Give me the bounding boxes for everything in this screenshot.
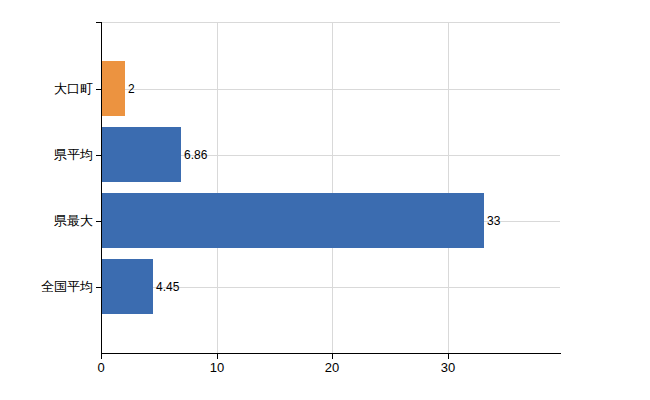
v-gridline [217,22,218,353]
category-label: 県最大 [0,212,93,230]
x-tick-label: 30 [428,360,468,376]
y-axis-top-tick [96,22,101,23]
x-axis-line [101,353,561,354]
plot-top-border [101,22,560,23]
h-gridline [102,89,560,90]
x-tick-label: 20 [312,360,352,376]
y-tick [96,155,101,156]
x-tick [217,354,218,359]
x-tick-label: 10 [197,360,237,376]
category-label: 県平均 [0,146,93,164]
v-gridline [448,22,449,353]
bar [102,259,153,314]
bar [102,61,125,116]
bar-value-label: 6.86 [184,147,207,163]
y-tick [96,287,101,288]
category-label: 大口町 [0,80,93,98]
bar-value-label: 4.45 [156,279,179,295]
category-label: 全国平均 [0,278,93,296]
y-tick [96,221,101,222]
x-tick [332,354,333,359]
x-tick [448,354,449,359]
y-tick [96,89,101,90]
bar-value-label: 33 [487,213,500,229]
bar-value-label: 2 [128,81,135,97]
x-tick-label: 0 [81,360,121,376]
bar-chart: 0 10 20 30 大口町 2 県平均 6.86 県最大 33 全国平均 4.45 [0,0,650,400]
bar [102,127,181,182]
x-tick [101,354,102,359]
bar [102,193,484,248]
v-gridline [332,22,333,353]
